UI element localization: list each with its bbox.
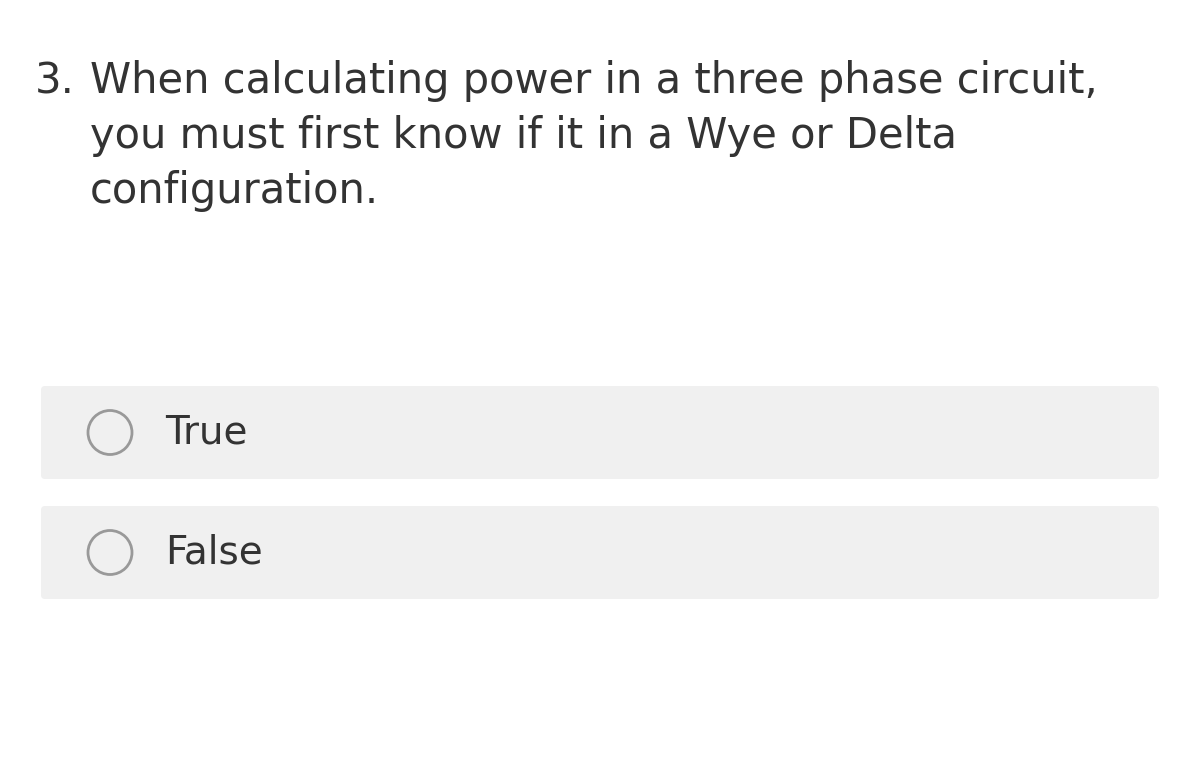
FancyBboxPatch shape — [41, 386, 1159, 479]
Text: False: False — [166, 534, 263, 572]
Text: 3.: 3. — [35, 60, 74, 102]
Text: When calculating power in a three phase circuit,: When calculating power in a three phase … — [90, 60, 1098, 102]
Text: True: True — [166, 413, 247, 451]
Text: you must first know if it in a Wye or Delta: you must first know if it in a Wye or De… — [90, 115, 958, 157]
FancyBboxPatch shape — [41, 506, 1159, 599]
Text: configuration.: configuration. — [90, 170, 379, 212]
